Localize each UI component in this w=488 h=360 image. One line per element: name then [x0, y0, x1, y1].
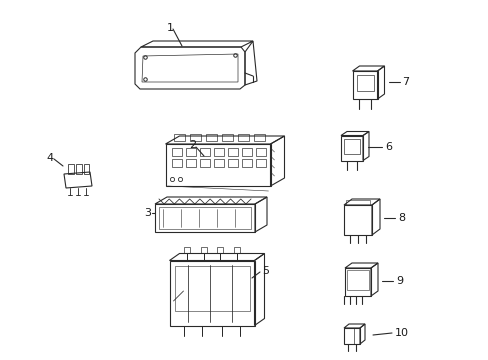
Bar: [173, 134, 184, 141]
Bar: [185, 148, 195, 156]
Bar: [205, 134, 216, 141]
Bar: [174, 266, 249, 310]
Bar: [185, 159, 195, 167]
Text: 5: 5: [262, 266, 268, 276]
Bar: [343, 139, 359, 153]
Bar: [227, 159, 237, 167]
Bar: [189, 134, 200, 141]
Bar: [241, 148, 251, 156]
Bar: [237, 134, 248, 141]
Bar: [213, 148, 223, 156]
Bar: [227, 148, 237, 156]
Text: 6: 6: [384, 142, 391, 152]
Bar: [221, 134, 232, 141]
Bar: [255, 159, 265, 167]
Bar: [241, 159, 251, 167]
Bar: [183, 247, 190, 252]
Bar: [346, 200, 369, 205]
Bar: [253, 134, 264, 141]
Bar: [213, 159, 223, 167]
Bar: [346, 270, 368, 290]
Bar: [159, 207, 250, 229]
Bar: [234, 247, 240, 252]
Bar: [199, 148, 209, 156]
Bar: [217, 247, 223, 252]
Bar: [356, 75, 373, 91]
Bar: [199, 159, 209, 167]
Bar: [171, 148, 181, 156]
Text: 4: 4: [46, 153, 54, 163]
Text: 1: 1: [166, 23, 173, 33]
Bar: [255, 148, 265, 156]
Bar: [201, 247, 206, 252]
Text: 10: 10: [394, 328, 408, 338]
Text: 8: 8: [397, 213, 404, 223]
Text: 2: 2: [189, 140, 196, 150]
Bar: [171, 159, 181, 167]
Text: 9: 9: [395, 276, 402, 286]
Text: 3: 3: [144, 208, 151, 218]
Text: 7: 7: [401, 77, 408, 87]
